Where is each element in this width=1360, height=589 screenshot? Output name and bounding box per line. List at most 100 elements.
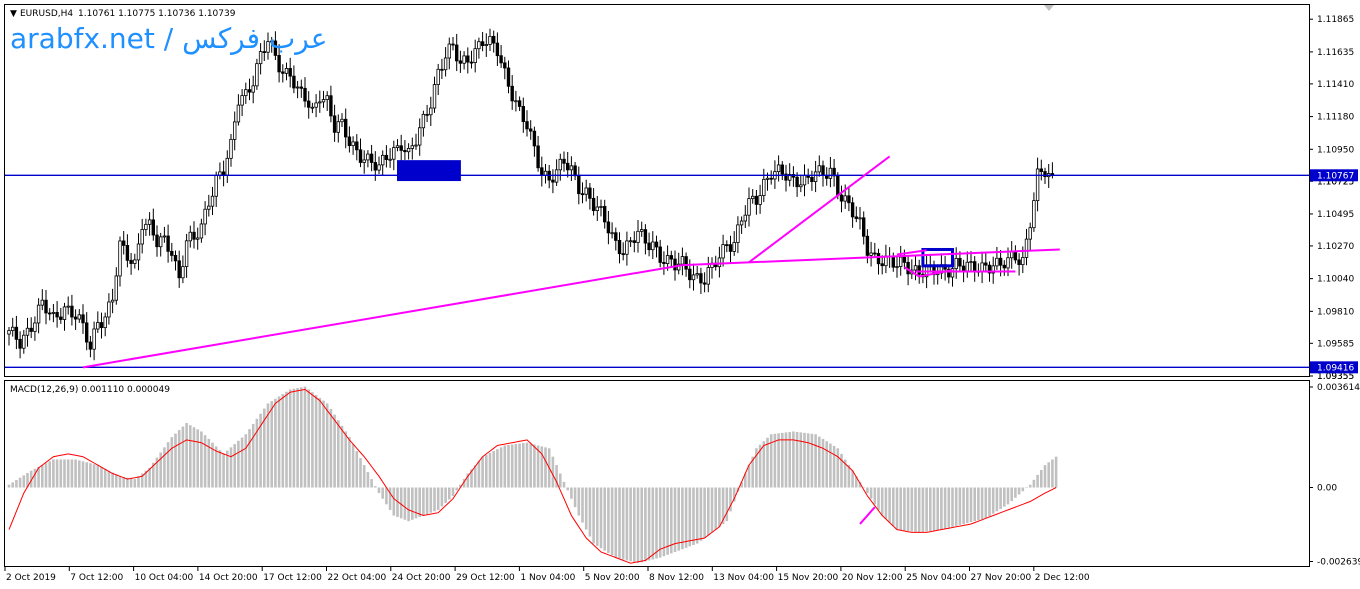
candle <box>562 151 566 172</box>
candle <box>510 75 514 110</box>
candle-body <box>451 43 455 46</box>
macd-trend-line[interactable] <box>859 506 876 525</box>
candle <box>850 197 855 228</box>
candle-body <box>636 230 640 243</box>
macd-bar <box>170 437 174 488</box>
candle-body <box>269 40 274 43</box>
macd-bar <box>140 473 144 488</box>
macd-pane-border <box>4 380 1310 567</box>
candle <box>251 75 255 104</box>
candle <box>706 256 710 293</box>
macd-bar <box>96 465 100 488</box>
candle <box>210 186 215 216</box>
trend-line[interactable] <box>903 266 920 278</box>
macd-bar <box>1051 459 1054 488</box>
candle-body <box>706 267 710 285</box>
macd-bar <box>344 431 347 488</box>
scroll-shift-icon[interactable] <box>1044 5 1054 11</box>
candle <box>691 263 696 291</box>
candle-body <box>725 244 729 247</box>
macd-bar <box>488 452 492 488</box>
candle-body <box>480 41 485 46</box>
macd-bar <box>292 388 296 488</box>
ohlc-label: 1.10761 1.10775 1.10736 1.10739 <box>78 9 236 19</box>
candle <box>380 150 385 176</box>
macd-bar <box>688 487 692 547</box>
candle-body <box>458 60 463 64</box>
candle <box>899 245 903 276</box>
price-axis[interactable]: 1.11865 1.11635 1.11410 1.11180 1.10950 1.107… <box>1309 15 1358 382</box>
candle <box>96 311 100 333</box>
macd-bar <box>229 447 233 488</box>
candle <box>1032 192 1036 232</box>
macd-bar <box>581 487 584 523</box>
trend-line[interactable] <box>682 248 1060 267</box>
candle <box>181 255 185 284</box>
macd-bar <box>455 487 458 491</box>
macd-bar <box>510 444 514 488</box>
candle-body <box>421 113 426 129</box>
macd-bar <box>366 472 370 488</box>
macd-bar <box>266 403 270 488</box>
macd-bar <box>1025 487 1028 489</box>
macd-bar <box>769 434 773 488</box>
candle <box>839 185 844 213</box>
candle-body <box>958 257 962 267</box>
time-axis[interactable]: 2 Oct 2019 7 Oct 12:00 10 Oct 04:00 14 Oct … <box>4 567 1090 583</box>
candle-body <box>406 148 411 153</box>
candle-body <box>599 206 603 208</box>
macd-bar <box>152 462 155 488</box>
candle-body <box>73 316 78 320</box>
candle <box>995 246 999 270</box>
candle <box>214 171 218 207</box>
candle <box>551 169 555 194</box>
candle-body <box>902 256 907 263</box>
macd-bar <box>514 444 518 488</box>
candle <box>784 164 788 192</box>
macd-bar <box>203 435 207 488</box>
candle <box>743 205 747 229</box>
candle <box>1028 222 1032 251</box>
candle-body <box>29 327 33 332</box>
candle-body <box>284 68 289 74</box>
candle-body <box>669 255 673 260</box>
trend-line[interactable] <box>896 249 927 256</box>
candle-body <box>36 304 41 324</box>
trend-line[interactable] <box>919 269 953 278</box>
macd-bar <box>995 487 999 512</box>
candle <box>118 236 122 287</box>
candle-body <box>739 220 744 226</box>
candle <box>232 111 237 151</box>
price-pane[interactable]: 1.11865 1.11635 1.11410 1.11180 1.10950 1.107… <box>4 4 1359 383</box>
candle <box>473 39 477 73</box>
macd-pane[interactable]: 0.003614 0.00 -0.002639 <box>4 380 1360 568</box>
macd-bar <box>658 487 662 558</box>
candle-body <box>292 75 296 89</box>
macd-bar <box>174 433 177 488</box>
candle-body <box>151 219 155 236</box>
macd-axis[interactable]: 0.003614 0.00 -0.002639 <box>1309 383 1360 567</box>
candle-body <box>225 157 229 176</box>
candle-body <box>66 305 70 308</box>
drawing-objects[interactable] <box>5 155 1309 369</box>
candle-body <box>917 265 921 275</box>
candle <box>928 254 932 273</box>
candle <box>140 218 144 254</box>
macd-bar <box>196 429 199 488</box>
macd-bar <box>503 445 507 488</box>
macd-bar <box>917 487 921 533</box>
macd-bar <box>633 487 636 563</box>
price-tick-label: 1.10725 <box>1317 177 1354 187</box>
candle <box>281 64 285 83</box>
trend-line[interactable] <box>748 155 891 264</box>
macd-bar <box>1032 479 1036 488</box>
rectangle-object[interactable] <box>397 160 461 182</box>
rectangle-object[interactable] <box>921 247 955 268</box>
candle <box>369 144 374 172</box>
header-arrow-icon[interactable]: ▼ <box>10 9 17 19</box>
macd-bar <box>818 436 821 488</box>
trend-line[interactable] <box>82 264 683 369</box>
candle-body <box>258 51 263 65</box>
candle <box>351 136 355 155</box>
